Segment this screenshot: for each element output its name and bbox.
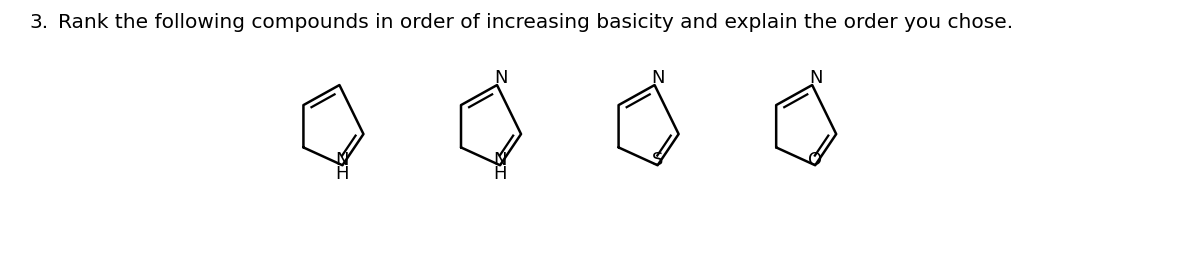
Text: N: N <box>493 151 506 169</box>
Text: N: N <box>336 151 349 169</box>
Text: N: N <box>494 69 508 87</box>
Text: H: H <box>336 165 349 183</box>
Text: H: H <box>493 165 506 183</box>
Text: N: N <box>652 69 665 87</box>
Text: N: N <box>809 69 823 87</box>
Text: O: O <box>808 151 822 169</box>
Text: Rank the following compounds in order of increasing basicity and explain the ord: Rank the following compounds in order of… <box>58 13 1013 32</box>
Text: 3.: 3. <box>30 13 49 32</box>
Text: S: S <box>652 151 664 169</box>
